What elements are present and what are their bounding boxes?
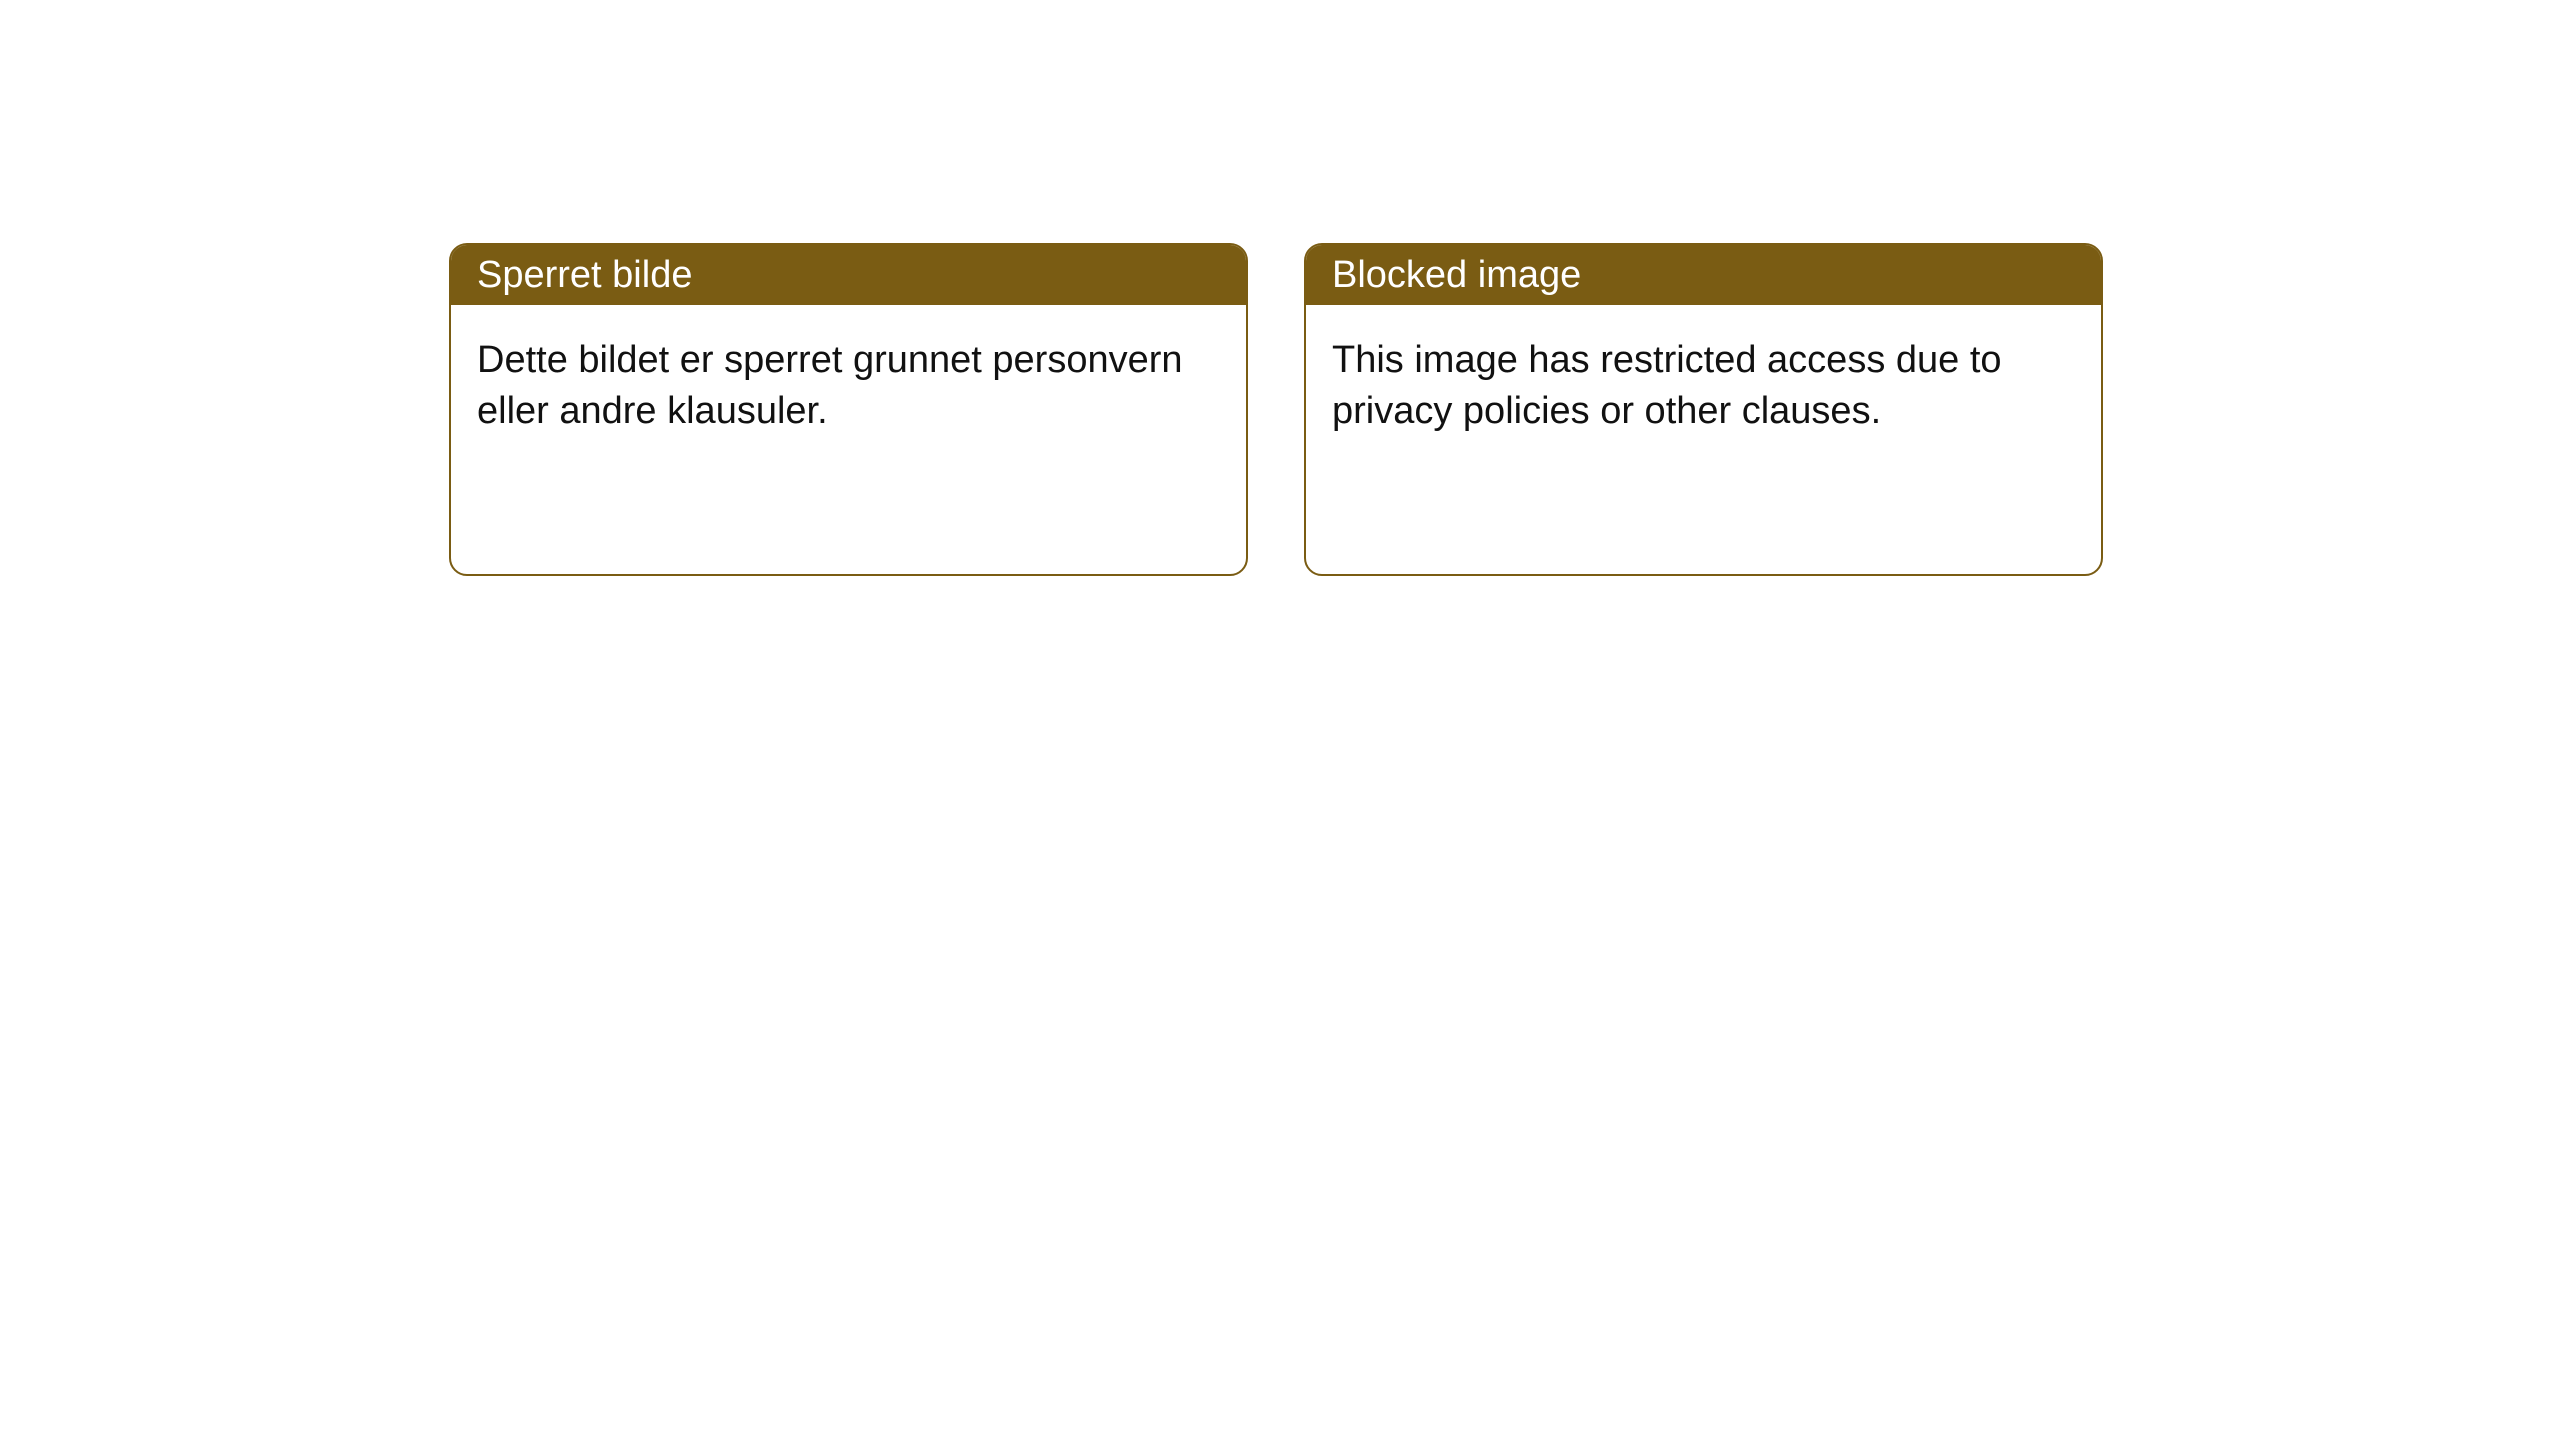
card-header: Sperret bilde [451,245,1246,305]
card-header: Blocked image [1306,245,2101,305]
notice-card-norwegian: Sperret bilde Dette bildet er sperret gr… [449,243,1248,576]
notice-card-english: Blocked image This image has restricted … [1304,243,2103,576]
card-body: Dette bildet er sperret grunnet personve… [451,305,1246,464]
card-title: Blocked image [1332,254,1581,297]
card-title: Sperret bilde [477,254,692,297]
card-body: This image has restricted access due to … [1306,305,2101,464]
card-body-text: Dette bildet er sperret grunnet personve… [477,339,1183,432]
notice-container: Sperret bilde Dette bildet er sperret gr… [0,0,2560,576]
card-body-text: This image has restricted access due to … [1332,339,2002,432]
